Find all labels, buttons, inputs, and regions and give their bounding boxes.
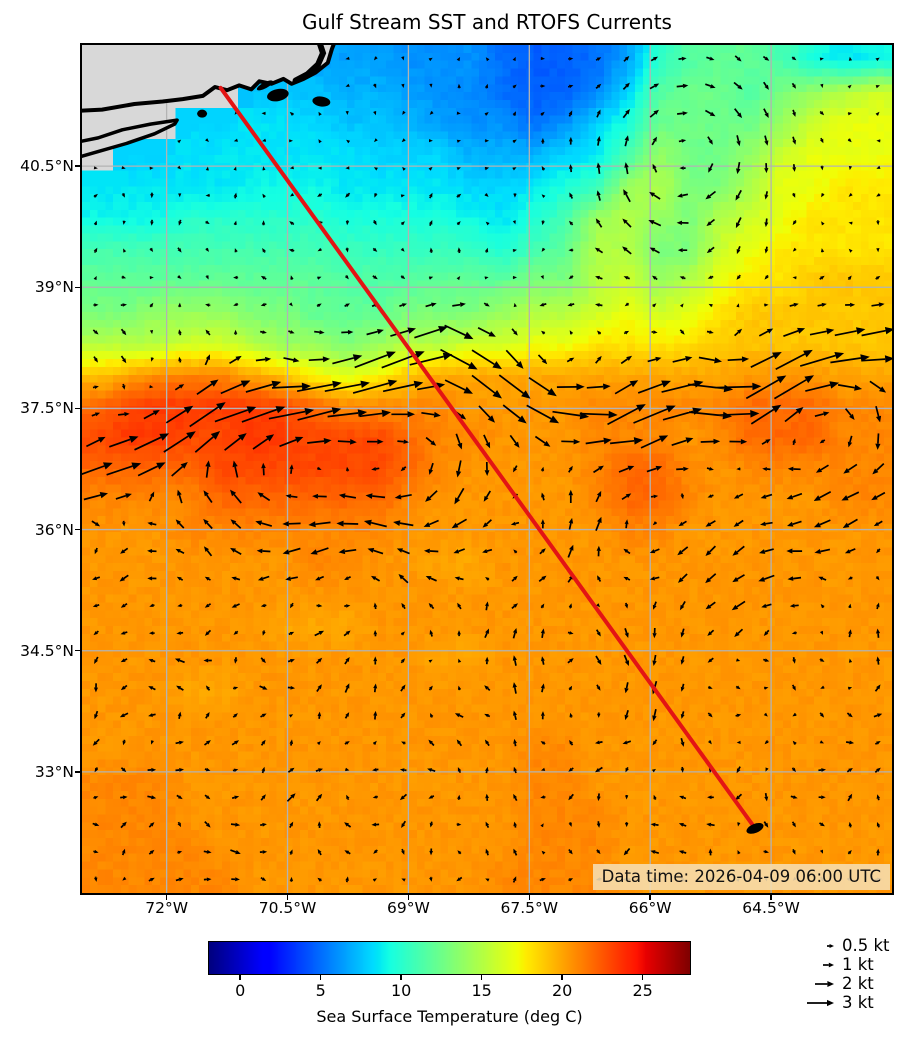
y-tick-label: 37.5°N: [20, 399, 74, 418]
colorbar-tick-label: 0: [235, 981, 246, 1000]
y-tick-mark: [75, 528, 80, 531]
x-tick-mark: [528, 895, 531, 900]
current-vectors: [82, 55, 892, 883]
x-tick-mark: [770, 895, 772, 900]
colorbar-tick-label: 20: [552, 981, 573, 1000]
colorbar-tick-mark: [641, 975, 644, 980]
quiver-key-row: 1 kt: [778, 955, 903, 974]
x-tick-label: 64.5°W: [742, 899, 800, 917]
x-tick-label: 72°W: [145, 899, 189, 917]
new-england-coast: [82, 45, 336, 113]
data-time-badge: Data time: 2026-04-09 06:00 UTC: [592, 864, 890, 890]
colorbar-tick-label: 25: [632, 981, 653, 1000]
y-tick-label: 33°N: [34, 762, 74, 781]
x-tick-mark: [407, 895, 410, 900]
y-tick-mark: [75, 286, 80, 289]
colorbar-tick-label: 5: [315, 981, 326, 1000]
x-tick-label: 67.5°W: [500, 899, 559, 917]
y-tick-label: 40.5°N: [20, 157, 74, 176]
quiver-key-arrow-head: [828, 962, 834, 967]
x-tick-label: 69°W: [387, 899, 430, 917]
colorbar-tick-mark: [480, 975, 483, 980]
bermuda: [746, 823, 764, 834]
nantucket: [312, 96, 331, 107]
map-overlay: [82, 45, 892, 893]
quiver-key-arrow-icon: [823, 962, 834, 967]
y-tick-label: 36°N: [34, 520, 74, 539]
x-tick-mark: [286, 895, 289, 900]
colorbar: [208, 941, 691, 975]
quiver-key-label: 3 kt: [842, 993, 874, 1012]
route-track-line: [218, 85, 756, 828]
quiver-key-arrow-head: [827, 980, 834, 987]
colorbar-tick-mark: [561, 975, 563, 980]
y-tick-mark: [75, 165, 80, 167]
y-tick-mark: [75, 407, 80, 410]
x-tick-mark: [165, 895, 168, 900]
current-arrow-heads: [92, 56, 892, 882]
marthas-vineyard: [267, 88, 289, 102]
quiver-key-arrow-icon: [807, 999, 834, 1006]
quiver-key-row: 2 kt: [778, 974, 903, 993]
y-tick-label: 34.5°N: [20, 641, 74, 660]
map-plot: Data time: 2026-04-09 06:00 UTC: [80, 43, 894, 895]
quiver-key: 0.5 kt 1 kt 2 kt 3 kt: [778, 936, 903, 1012]
quiver-key-label: 1 kt: [842, 955, 874, 974]
colorbar-tick-label: 15: [471, 981, 492, 1000]
colorbar-tick-mark: [319, 975, 322, 980]
y-tick-label: 39°N: [34, 278, 74, 297]
quiver-key-label: 2 kt: [842, 974, 874, 993]
colorbar-gradient: [209, 942, 690, 974]
chart-title: Gulf Stream SST and RTOFS Currents: [302, 10, 672, 34]
y-tick-mark: [75, 771, 80, 773]
elizabeth-islands: [256, 80, 274, 91]
long-island: [82, 118, 179, 159]
quiver-key-row: 0.5 kt: [778, 936, 903, 955]
colorbar-tick-mark: [400, 975, 402, 980]
cape-cod: [292, 45, 327, 84]
colorbar-label: Sea Surface Temperature (deg C): [316, 1007, 583, 1026]
quiver-key-row: 3 kt: [778, 993, 903, 1012]
quiver-key-arrow-head: [829, 943, 834, 948]
x-tick-label: 70.5°W: [258, 899, 317, 917]
y-tick-mark: [75, 649, 80, 652]
quiver-key-arrow-head: [827, 999, 834, 1006]
quiver-key-arrow-icon: [827, 943, 834, 948]
colorbar-tick-label: 10: [391, 981, 412, 1000]
block-island: [197, 109, 208, 118]
quiver-key-arrow-icon: [815, 980, 834, 987]
quiver-key-label: 0.5 kt: [842, 936, 890, 955]
colorbar-tick-mark: [239, 975, 241, 980]
x-tick-mark: [649, 895, 651, 900]
x-tick-label: 66°W: [628, 899, 672, 917]
